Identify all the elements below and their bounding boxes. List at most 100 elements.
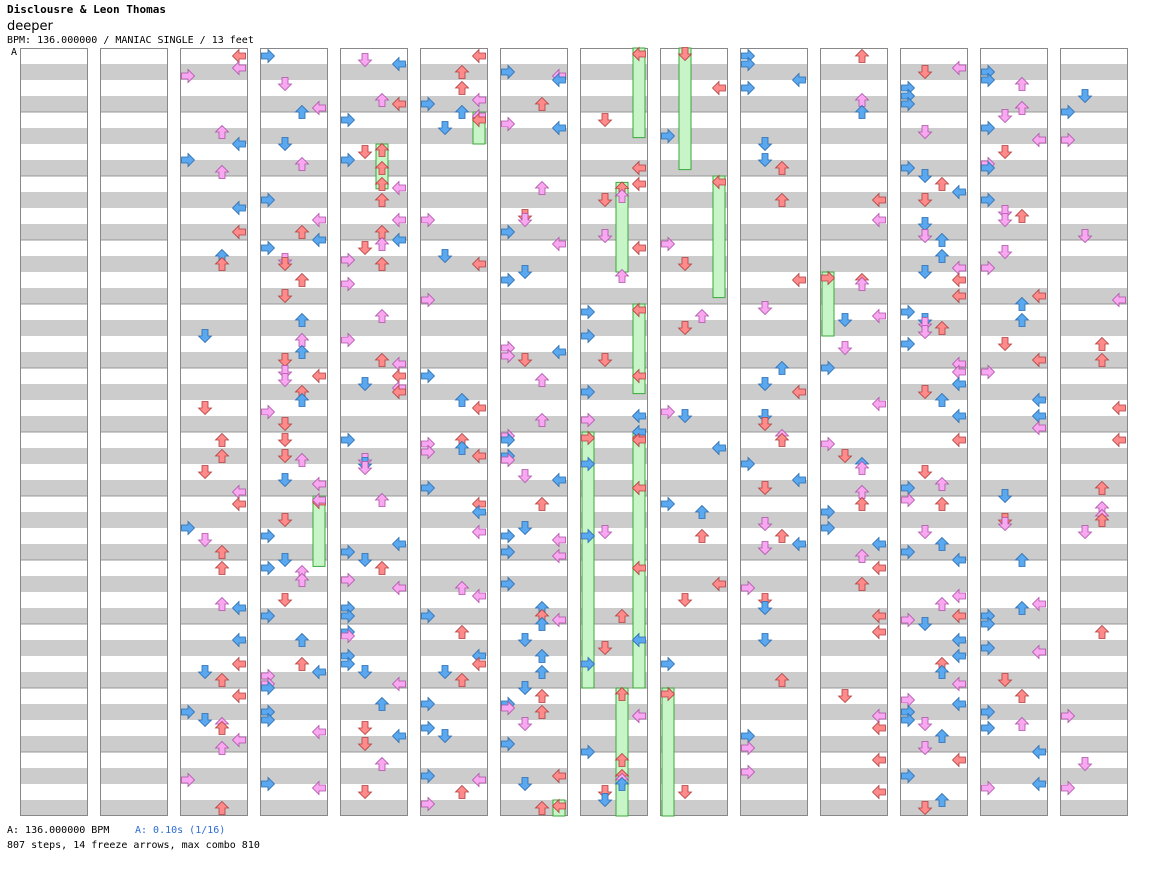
chart-column: [900, 48, 968, 816]
step-arrow: [534, 664, 550, 679]
beat-stripe: [580, 576, 648, 592]
freeze-arrow: [632, 47, 646, 139]
step-arrow: [214, 448, 230, 463]
step-arrow: [981, 260, 996, 276]
beat-stripe: [580, 480, 648, 496]
beat-stripe: [260, 160, 328, 176]
step-arrow: [951, 552, 966, 568]
beat-stripe: [660, 704, 728, 720]
column-border: [100, 48, 168, 816]
step-arrow: [391, 368, 406, 384]
step-arrow: [694, 528, 710, 543]
step-arrow: [821, 360, 836, 376]
beat-stripe: [180, 800, 248, 816]
step-arrow: [501, 736, 516, 752]
beat-stripe: [660, 192, 728, 208]
step-arrow: [551, 236, 566, 252]
beat-stripe: [100, 96, 168, 112]
beat-stripe: [900, 576, 968, 592]
step-arrow: [517, 469, 533, 484]
step-arrow: [871, 192, 886, 208]
step-arrow: [294, 156, 310, 171]
beat-stripe: [180, 128, 248, 144]
freeze-head: [551, 798, 566, 814]
speed-marker: A: [11, 47, 18, 58]
step-arrow: [934, 392, 950, 407]
song-subtitle: deeper: [7, 19, 53, 34]
step-arrow: [501, 544, 516, 560]
step-arrow: [677, 409, 693, 424]
step-arrow: [871, 560, 886, 576]
beat-stripe: [340, 256, 408, 272]
step-arrow: [294, 344, 310, 359]
beat-stripe: [260, 736, 328, 752]
beat-stripe: [500, 480, 568, 496]
freeze-head: [661, 686, 676, 702]
step-arrow: [357, 785, 373, 800]
step-arrow: [871, 720, 886, 736]
beat-stripe: [20, 544, 88, 560]
beat-stripe: [900, 224, 968, 240]
step-arrow: [374, 308, 390, 323]
beat-stripe: [260, 64, 328, 80]
step-arrow: [901, 492, 916, 508]
step-arrow: [534, 412, 550, 427]
step-arrow: [757, 601, 773, 616]
beat-stripe: [260, 320, 328, 336]
step-arrow: [677, 593, 693, 608]
step-arrow: [197, 329, 213, 344]
step-arrow: [981, 640, 996, 656]
step-arrow: [757, 153, 773, 168]
beat-stripe: [660, 768, 728, 784]
step-arrow: [391, 96, 406, 112]
beat-stripe: [420, 288, 488, 304]
beat-stripe: [500, 128, 568, 144]
beat-stripe: [900, 256, 968, 272]
beat-stripe: [900, 608, 968, 624]
step-arrow: [631, 160, 646, 176]
beat-stripe: [340, 704, 408, 720]
step-arrow: [311, 724, 326, 740]
step-arrow: [517, 777, 533, 792]
step-arrow: [631, 560, 646, 576]
step-arrow: [757, 301, 773, 316]
step-arrow: [1111, 432, 1126, 448]
beat-stripe: [820, 672, 888, 688]
beat-stripe: [980, 544, 1048, 560]
beat-stripe: [660, 544, 728, 560]
step-arrow: [934, 232, 950, 247]
step-arrow: [501, 272, 516, 288]
chart-column: [20, 48, 88, 816]
step-arrow: [951, 696, 966, 712]
step-arrow: [551, 548, 566, 564]
beat-stripe: [420, 96, 488, 112]
step-arrow: [454, 440, 470, 455]
step-arrow: [341, 276, 356, 292]
step-arrow: [454, 64, 470, 79]
beat-stripe: [500, 352, 568, 368]
column-border: [900, 48, 968, 816]
step-arrow: [421, 768, 436, 784]
beat-stripe: [100, 288, 168, 304]
step-arrow: [551, 120, 566, 136]
step-arrow: [1014, 600, 1030, 615]
step-arrow: [341, 112, 356, 128]
beat-stripe: [1060, 640, 1128, 656]
beat-stripe: [260, 800, 328, 816]
step-arrow: [261, 608, 276, 624]
step-arrow: [1077, 525, 1093, 540]
step-arrow: [277, 553, 293, 568]
beat-stripe: [660, 128, 728, 144]
step-arrow: [551, 472, 566, 488]
beat-stripe: [260, 224, 328, 240]
step-arrow: [1077, 229, 1093, 244]
beat-stripe: [1060, 512, 1128, 528]
step-arrow: [454, 672, 470, 687]
beat-stripe: [500, 192, 568, 208]
chart-column: [340, 48, 408, 816]
step-arrow: [197, 713, 213, 728]
beat-stripe: [900, 64, 968, 80]
beat-stripe: [100, 576, 168, 592]
beat-stripe: [820, 608, 888, 624]
step-arrow: [214, 164, 230, 179]
